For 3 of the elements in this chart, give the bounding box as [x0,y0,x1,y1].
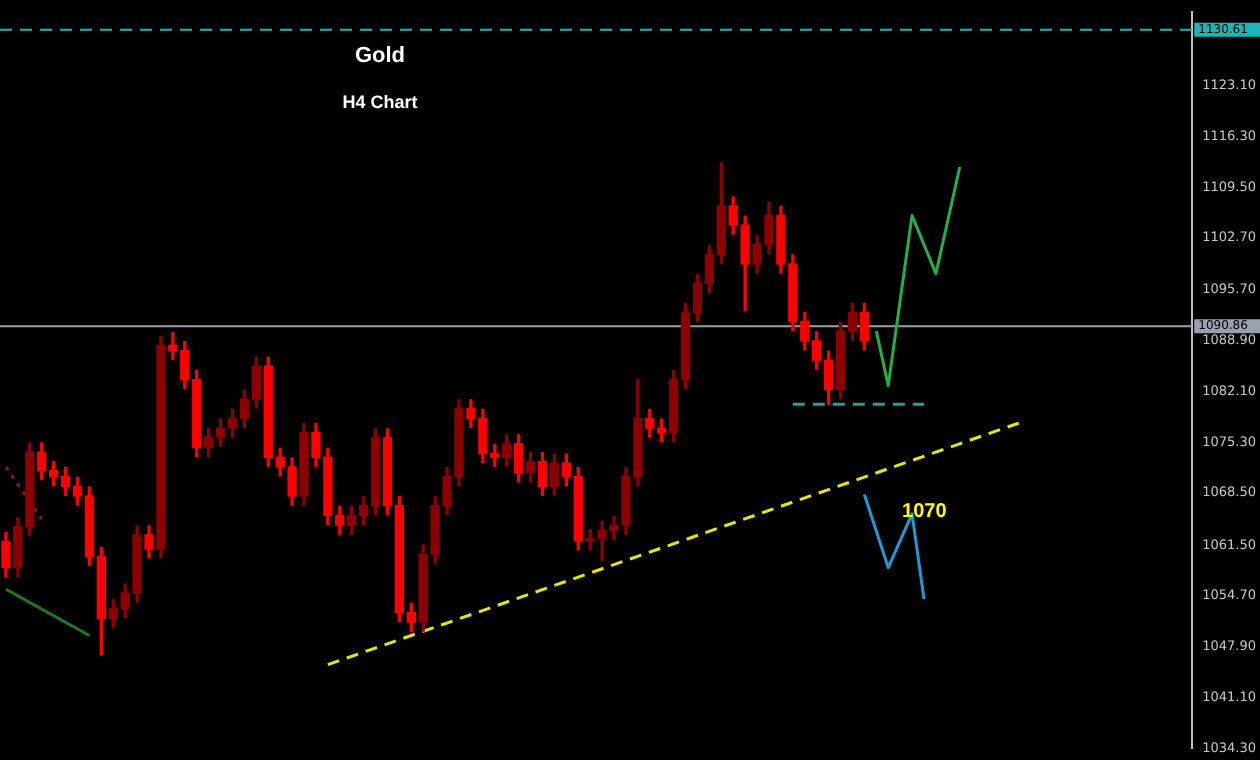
text: Gold [352,44,408,68]
annotation: 1070 [902,501,948,524]
text: H4 Chart [340,92,420,112]
